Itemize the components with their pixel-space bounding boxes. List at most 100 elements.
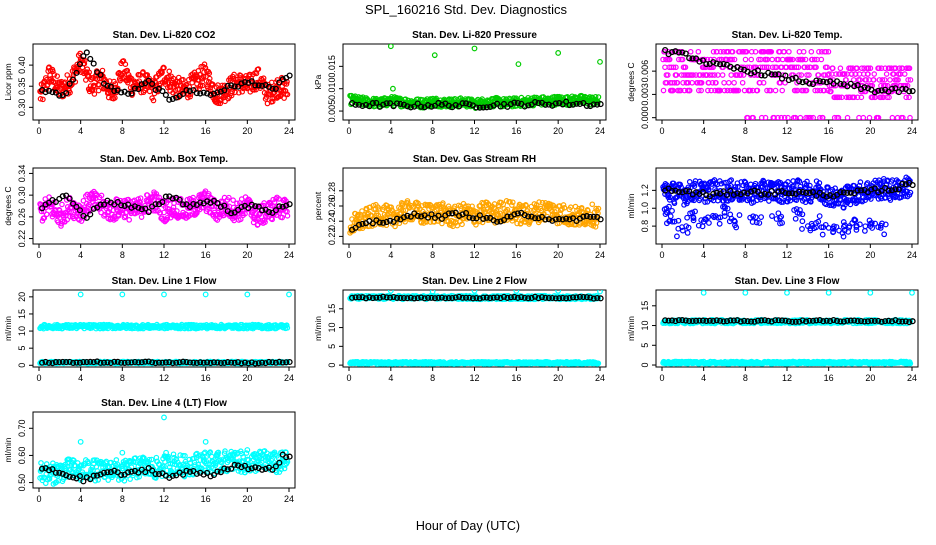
data-point [717,222,722,227]
data-point [863,229,868,234]
data-point [845,115,849,119]
data-point [389,44,394,49]
data-point [743,57,747,61]
data-point [838,66,842,70]
y-tick-label: 5 [17,346,27,351]
data-point [908,115,912,119]
y-tick-label: 5 [327,344,337,349]
x-tick-label: 4 [701,250,706,260]
y-tick-label: 0.005 [327,100,337,123]
x-tick-label: 16 [824,250,834,260]
x-tick-label: 16 [511,126,521,136]
x-tick-label: 0 [659,126,664,136]
data-point [867,115,871,119]
x-tick-label: 20 [865,250,875,260]
data-point [440,221,444,225]
y-axis-label: degrees C [626,62,636,101]
data-point [391,86,396,91]
data-point [872,72,876,76]
x-tick-label: 24 [595,250,605,260]
y-tick-label: 0.34 [17,165,27,183]
x-tick-label: 20 [553,126,563,136]
figure-title: SPL_160216 Std. Dev. Diagnostics [365,2,568,17]
x-tick-label: 12 [469,373,479,383]
data-points [38,50,292,106]
data-point [78,292,83,297]
x-tick-label: 12 [782,250,792,260]
data-point [770,57,774,61]
data-point [890,115,894,119]
data-point [707,221,712,226]
panel-title: Stan. Dev. Amb. Box Temp. [100,154,228,165]
y-tick-label: 0.35 [17,77,27,95]
data-points [348,44,603,110]
hourly-point [84,50,89,55]
x-tick-label: 16 [824,126,834,136]
y-axis-label: Licor ppm [3,63,13,100]
y-tick-label: 0.40 [17,56,27,74]
x-tick-label: 12 [159,126,169,136]
x-tick-label: 8 [120,373,125,383]
hourly-point [88,57,93,62]
data-point [749,57,753,61]
x-tick-label: 24 [284,250,294,260]
x-tick-label: 24 [907,126,917,136]
x-tick-label: 8 [430,373,435,383]
y-tick-label: 0.28 [327,182,337,200]
x-tick-label: 8 [120,126,125,136]
data-points [348,199,603,235]
data-point [759,215,764,220]
data-point [127,218,131,222]
data-point [675,234,680,239]
x-tick-label: 16 [511,250,521,260]
y-tick-label: 0 [327,363,337,368]
y-tick-label: 0.30 [17,99,27,117]
data-point [556,51,561,56]
x-tick-label: 24 [907,250,917,260]
y-tick-label: 10 [17,326,27,336]
x-tick-label: 4 [388,373,393,383]
y-tick-label: 0.8 [640,220,650,233]
data-point [245,292,250,297]
panel-title: Stan. Dev. Li-820 Temp. [732,30,843,41]
data-point [817,214,822,219]
y-tick-label: 15 [17,309,27,319]
data-point [598,60,603,65]
x-tick-label: 4 [388,250,393,260]
x-tick-label: 24 [595,373,605,383]
panel-title: Stan. Dev. Li-820 Pressure [412,30,537,41]
data-point [727,81,731,85]
data-point [770,214,775,219]
data-point [907,95,911,99]
y-tick-label: 1.2 [640,184,650,197]
x-tick-label: 8 [430,126,435,136]
data-point [800,219,805,224]
data-point [732,81,736,85]
data-point [685,215,690,220]
data-point [661,88,665,92]
data-point [798,184,802,188]
y-axis-label: kPa [313,74,323,89]
data-point [688,50,692,54]
data-point [888,78,892,82]
y-tick-label: 10 [327,323,337,333]
x-tick-label: 12 [469,250,479,260]
x-tick-label: 12 [159,250,169,260]
data-point [776,211,781,216]
y-tick-label: 0.000 [640,106,650,129]
y-axis-label: ml/min [3,316,13,341]
y-tick-label: 1.0 [640,202,650,215]
y-tick-label: 0.010 [327,77,337,100]
x-tick-label: 4 [78,250,83,260]
x-tick-label: 4 [78,373,83,383]
data-point [800,227,805,232]
y-tick-label: 15 [327,304,337,314]
figure-xlabel: Hour of Day (UTC) [416,519,520,533]
data-point [737,213,742,218]
